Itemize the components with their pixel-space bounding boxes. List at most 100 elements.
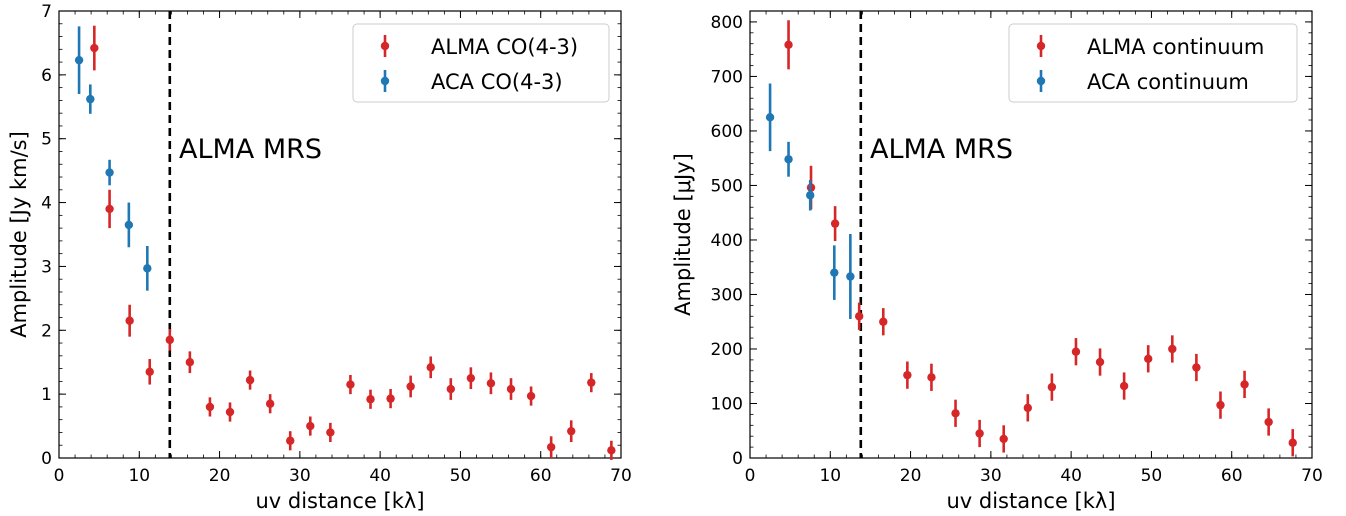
legend-box bbox=[1008, 23, 1298, 103]
data-point bbox=[526, 391, 536, 401]
y-tick-label: 800 bbox=[711, 13, 743, 33]
y-tick-label: 100 bbox=[711, 394, 743, 414]
data-point bbox=[86, 94, 95, 104]
series-0 bbox=[90, 25, 616, 460]
data-point bbox=[90, 43, 99, 53]
legend-marker bbox=[380, 76, 390, 86]
x-tick-label: 60 bbox=[1221, 466, 1243, 486]
data-point bbox=[806, 191, 815, 200]
data-point bbox=[286, 436, 295, 445]
y-tick-label: 0 bbox=[732, 449, 743, 469]
data-point bbox=[125, 316, 134, 325]
data-point bbox=[1119, 381, 1129, 391]
series-0 bbox=[784, 20, 1297, 457]
y-axis-label: Amplitude [μJy] bbox=[671, 153, 695, 316]
data-point bbox=[1240, 380, 1249, 389]
series-1 bbox=[765, 83, 855, 319]
legend-marker bbox=[380, 41, 390, 51]
data-point bbox=[546, 442, 556, 452]
data-point bbox=[1047, 382, 1057, 392]
data-point bbox=[386, 394, 395, 403]
legend-label: ALMA continuum bbox=[1087, 35, 1264, 59]
data-point bbox=[607, 446, 616, 455]
data-point bbox=[486, 379, 496, 388]
y-tick-label: 2 bbox=[41, 321, 52, 341]
legend-label: ALMA CO(4-3) bbox=[431, 35, 578, 59]
x-tick-label: 40 bbox=[369, 466, 391, 486]
data-point bbox=[951, 409, 960, 418]
plot-frame bbox=[749, 10, 1313, 459]
data-point bbox=[265, 399, 275, 408]
data-point bbox=[903, 370, 912, 380]
y-tick-label: 200 bbox=[711, 340, 743, 360]
data-point bbox=[587, 378, 596, 387]
plot-frame bbox=[58, 10, 622, 459]
data-point bbox=[765, 113, 775, 122]
x-tick-label: 40 bbox=[1060, 466, 1082, 486]
x-tick-label: 30 bbox=[980, 466, 1002, 486]
y-axis-label: Amplitude [Jy km/s] bbox=[7, 131, 31, 338]
x-axis-label: uv distance [kλ] bbox=[255, 489, 424, 513]
data-point bbox=[346, 380, 355, 389]
x-tick-label: 70 bbox=[610, 466, 632, 486]
data-point bbox=[999, 434, 1008, 444]
data-point bbox=[830, 219, 840, 228]
data-point bbox=[784, 155, 793, 164]
legend-label: ACA continuum bbox=[1087, 70, 1249, 94]
y-tick-label: 600 bbox=[711, 122, 743, 142]
y-tick-label: 7 bbox=[41, 2, 52, 22]
data-point bbox=[366, 395, 375, 404]
x-tick-label: 20 bbox=[209, 466, 231, 486]
data-point bbox=[567, 426, 576, 436]
x-tick-label: 60 bbox=[530, 466, 552, 486]
legend-label: ACA CO(4-3) bbox=[431, 70, 563, 94]
y-tick-label: 500 bbox=[711, 176, 743, 196]
y-tick-label: 5 bbox=[41, 130, 52, 150]
data-point bbox=[145, 367, 154, 376]
data-point bbox=[326, 428, 335, 437]
data-point bbox=[124, 220, 134, 230]
data-point bbox=[306, 421, 315, 431]
legend-marker bbox=[1036, 41, 1046, 51]
data-point bbox=[105, 204, 114, 214]
data-point bbox=[74, 55, 84, 65]
x-tick-label: 0 bbox=[745, 466, 756, 486]
y-tick-label: 400 bbox=[711, 231, 743, 251]
y-tick-label: 700 bbox=[711, 67, 743, 87]
data-point bbox=[165, 335, 174, 345]
x-tick-label: 70 bbox=[1301, 466, 1323, 486]
x-tick-label: 50 bbox=[1141, 466, 1163, 486]
legend-box bbox=[352, 23, 610, 103]
x-tick-label: 0 bbox=[54, 466, 65, 486]
data-point bbox=[426, 363, 435, 372]
data-point bbox=[406, 382, 415, 391]
data-point bbox=[1288, 438, 1297, 447]
x-axis-label: uv distance [kλ] bbox=[946, 489, 1115, 513]
data-point bbox=[1264, 417, 1273, 427]
data-point bbox=[927, 373, 936, 382]
mrs-annotation: ALMA MRS bbox=[179, 134, 322, 165]
series-1 bbox=[74, 26, 152, 291]
data-point bbox=[225, 407, 235, 417]
data-point bbox=[846, 272, 855, 281]
legend: ALMA continuum ACA continuum bbox=[1008, 23, 1298, 103]
mrs-annotation: ALMA MRS bbox=[870, 134, 1013, 165]
y-tick-label: 0 bbox=[41, 449, 52, 469]
x-tick-label: 30 bbox=[289, 466, 311, 486]
legend-marker bbox=[1036, 76, 1046, 86]
x-tick-label: 50 bbox=[450, 466, 472, 486]
data-point bbox=[143, 264, 152, 273]
chart-continuum-amplitude: 0 10 20 30 40 50 60 700100200300400500600700800… bbox=[671, 10, 1323, 513]
data-point bbox=[1192, 363, 1201, 372]
y-tick-label: 1 bbox=[41, 385, 52, 405]
data-point bbox=[446, 384, 455, 394]
data-point bbox=[245, 375, 255, 385]
data-point bbox=[1216, 400, 1225, 410]
chart-co-amplitude: 0 10 20 30 40 50 60 70 0 1 2 3 4 5 6 7 uv distance [kλ] A… bbox=[7, 2, 632, 513]
data-point bbox=[1168, 344, 1177, 354]
y-tick-label: 4 bbox=[41, 194, 52, 214]
data-point bbox=[879, 317, 888, 326]
y-tick-label: 6 bbox=[41, 66, 52, 86]
data-point bbox=[185, 358, 195, 367]
